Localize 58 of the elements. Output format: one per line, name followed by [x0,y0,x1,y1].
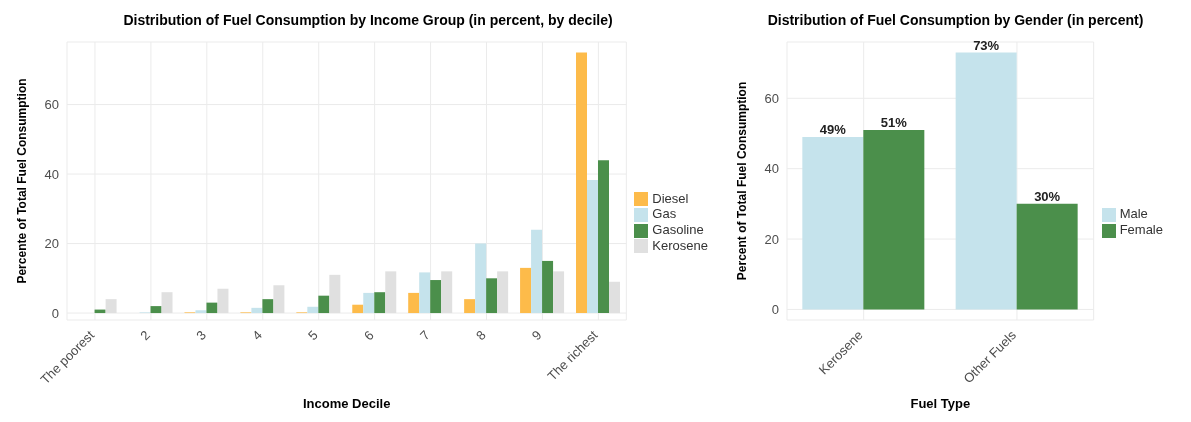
y-tick-label: 40 [44,166,59,182]
bar [576,52,587,314]
bar [206,302,218,314]
legend-label: Female [1119,222,1163,237]
bar [318,295,330,314]
bar [1016,203,1078,310]
bar [430,280,442,314]
x-tick-label: 9 [528,327,545,344]
y-tick-label: 20 [764,231,779,247]
x-tick-label: 4 [249,327,265,344]
x-tick-label: 3 [193,327,209,344]
y-axis-title: Percent of Total Fuel Consumption [735,81,750,281]
x-tick-label: 5 [305,327,321,344]
data-label: 30% [1034,188,1061,204]
bar [408,292,420,314]
bar [598,160,609,314]
bar [374,292,386,314]
legend-label: Diesel [652,190,689,206]
legend-label: Male [1119,206,1148,222]
bar [195,310,207,314]
chart-title: Distribution of Fuel Consumption by Gender (in percent) [766,12,1145,28]
bar [542,260,554,314]
bar [307,306,319,314]
x-axis-title: Income Decile [302,396,391,411]
bar [475,243,487,314]
bar [955,52,1017,310]
bar [352,304,364,314]
bar [251,307,263,314]
y-tick-label: 20 [44,236,59,252]
x-tick-label: 6 [361,327,377,344]
bar [464,299,476,314]
bar [587,179,598,314]
bar [531,229,543,314]
data-label: 73% [973,37,1000,53]
legend-label: Gasoline [652,222,704,237]
y-tick-label: 40 [764,161,779,177]
data-label: 49% [819,122,847,138]
x-tick-label: 7 [416,327,433,344]
bar [863,129,925,310]
y-tick-label: 60 [44,97,59,113]
bar [363,292,375,314]
bar [150,306,162,314]
y-tick-label: 0 [51,305,59,321]
bar [802,137,864,310]
y-axis-title: Percente of Total Fuel Consumption [15,78,30,284]
legend-label: Kerosene [652,237,708,253]
bar [419,272,431,314]
y-tick-label: 60 [764,90,779,106]
bar [486,278,498,314]
y-tick-label: 0 [771,302,779,318]
x-tick-label: 2 [137,327,154,344]
bar [262,299,274,314]
bar [520,267,532,314]
x-axis-title: Fuel Type [910,396,971,411]
chart-title: Distribution of Fuel Consumption by Income Group (in percent, by decile) [122,12,614,28]
x-tick-label: 8 [472,327,489,344]
legend-label: Gas [652,206,677,222]
data-label: 51% [880,114,908,130]
